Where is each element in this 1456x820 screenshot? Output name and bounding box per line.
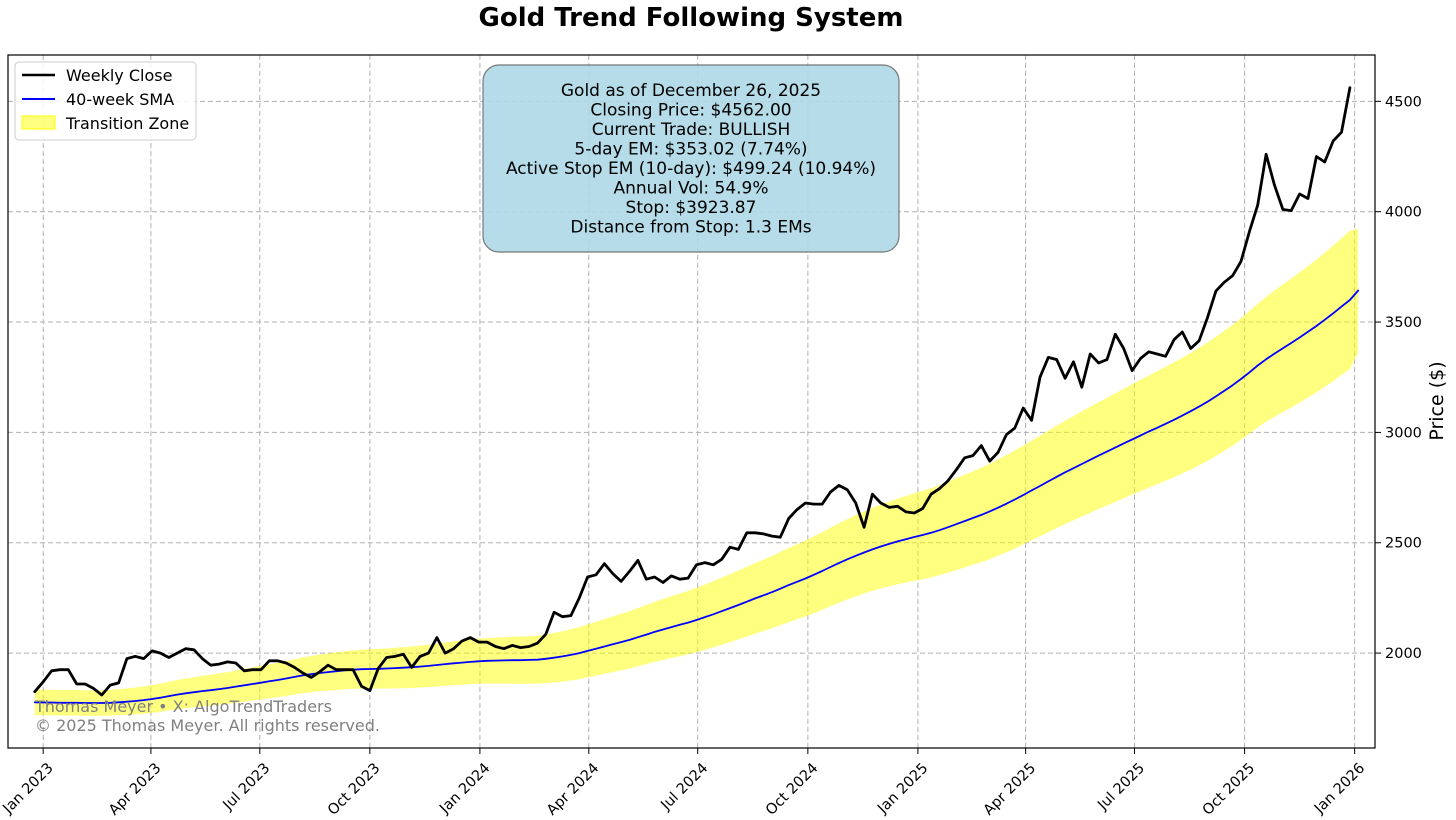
info-line-date: Gold as of December 26, 2025	[561, 81, 821, 101]
footer-author: Thomas Meyer • X: AlgoTrendTraders	[34, 697, 332, 716]
legend-label-weekly-close: Weekly Close	[66, 66, 172, 85]
legend-label-sma: 40-week SMA	[66, 90, 174, 109]
info-line-current-trade: Current Trade: BULLISH	[592, 120, 791, 140]
transition-zone-band	[34, 228, 1359, 716]
legend-swatch-transition-zone	[21, 115, 56, 130]
info-line-annual-vol: Annual Vol: 54.9%	[613, 179, 768, 199]
legend-box	[14, 61, 197, 141]
sma-series	[33, 289, 1360, 704]
info-line-active-stop-em: Active Stop EM (10-day): $499.24 (10.94%…	[506, 159, 876, 179]
chart-title: Gold Trend Following System	[479, 3, 904, 33]
sma-line	[33, 289, 1360, 704]
legend-label-transition-zone: Transition Zone	[65, 114, 189, 133]
y-tick-label: 2500	[1385, 536, 1422, 552]
transition-zone-area	[34, 228, 1359, 716]
weekly-close-line	[33, 86, 1352, 697]
weekly-close-series	[33, 86, 1352, 697]
info-line-stop: Stop: $3923.87	[626, 198, 757, 218]
info-annotation: Gold as of December 26, 2025 Closing Pri…	[482, 64, 900, 253]
info-line-distance-from-stop: Distance from Stop: 1.3 EMs	[570, 218, 811, 238]
y-tick-label: 4000	[1385, 205, 1422, 221]
plot-area-frame	[7, 54, 1376, 749]
y-tick-label: 2000	[1385, 646, 1422, 662]
y-axis-label: Price ($)	[1426, 361, 1448, 440]
y-tick-label: 4500	[1385, 94, 1422, 110]
y-tick-label: 3000	[1385, 425, 1422, 441]
info-line-5day-em: 5-day EM: $353.02 (7.74%)	[574, 140, 807, 160]
y-axis-ticks: 2000 2500 3000 3500 4000 4500	[1375, 94, 1422, 662]
info-line-closing-price: Closing Price: $4562.00	[590, 101, 791, 121]
legend: Weekly Close 40-week SMA Transition Zone	[14, 61, 197, 141]
footer-copyright: © 2025 Thomas Meyer. All rights reserved…	[35, 716, 380, 735]
info-box	[482, 64, 900, 253]
y-tick-label: 3500	[1385, 315, 1422, 331]
